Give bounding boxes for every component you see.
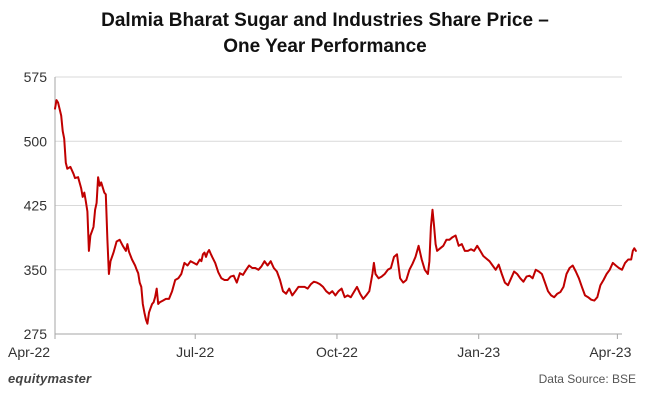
series-line-share-price	[54, 99, 637, 325]
x-tick-label-Apr-22: Apr-22	[8, 344, 50, 360]
x-tick-label-Apr-23: Apr-23	[589, 344, 631, 360]
chart-title-line-2: One Year Performance	[223, 36, 427, 57]
y-tick-label-500: 500	[24, 133, 48, 149]
y-tick-label-275: 275	[24, 326, 48, 342]
x-tick-label-Oct-22: Oct-22	[316, 344, 358, 360]
equitymaster-logo: equitymaster	[8, 371, 92, 386]
data-source-note: Data Source: BSE	[538, 372, 636, 386]
chart-title: Dalmia Bharat Sugar and Industries Share…	[0, 8, 650, 60]
chart-title-line-1: Dalmia Bharat Sugar and Industries Share…	[101, 10, 549, 31]
x-tick-label-Jan-23: Jan-23	[457, 344, 500, 360]
y-tick-label-350: 350	[24, 262, 48, 278]
y-tick-label-575: 575	[24, 69, 48, 85]
y-tick-label-425: 425	[24, 198, 48, 214]
x-tick-label-Jul-22: Jul-22	[176, 344, 214, 360]
